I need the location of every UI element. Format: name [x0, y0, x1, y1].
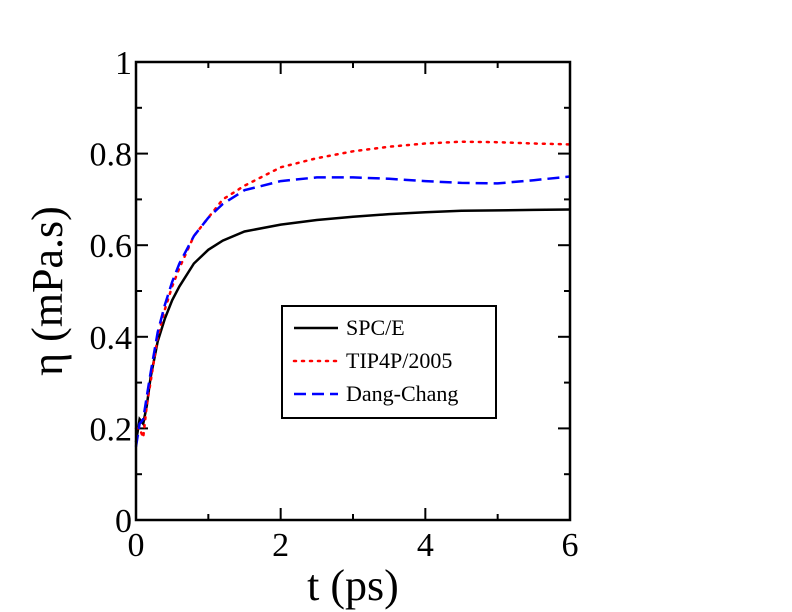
series-line-tip4p-2005	[134, 140, 572, 439]
legend-label: TIP4P/2005	[346, 348, 452, 373]
y-tick-label: 0	[115, 503, 132, 540]
legend-label: SPC/E	[346, 315, 405, 340]
x-axis-title: t (ps)	[307, 561, 399, 610]
y-tick-label: 0.2	[90, 411, 133, 448]
y-tick-label: 1	[115, 45, 132, 82]
y-tick-label: 0.8	[90, 137, 133, 174]
plot-area-frame	[134, 60, 572, 522]
axis-ticks	[135, 61, 571, 521]
legend-label: Dang-Chang	[346, 381, 458, 406]
series-lines	[134, 140, 572, 447]
y-tick-label: 0.6	[90, 228, 133, 265]
x-tick-label: 0	[128, 527, 145, 564]
series-line-dang-chang	[134, 175, 571, 447]
y-axis-title: η (mPa.s)	[23, 206, 72, 376]
x-tick-label: 2	[272, 527, 289, 564]
legend: SPC/E TIP4P/2005 Dang-Chang	[281, 305, 497, 419]
y-tick-label: 0.4	[90, 320, 133, 357]
x-tick-label: 6	[562, 527, 579, 564]
tick-labels: 0 2 4 6 0 0.2 0.4 0.6 0.8 1	[90, 45, 579, 564]
x-tick-label: 4	[417, 527, 434, 564]
